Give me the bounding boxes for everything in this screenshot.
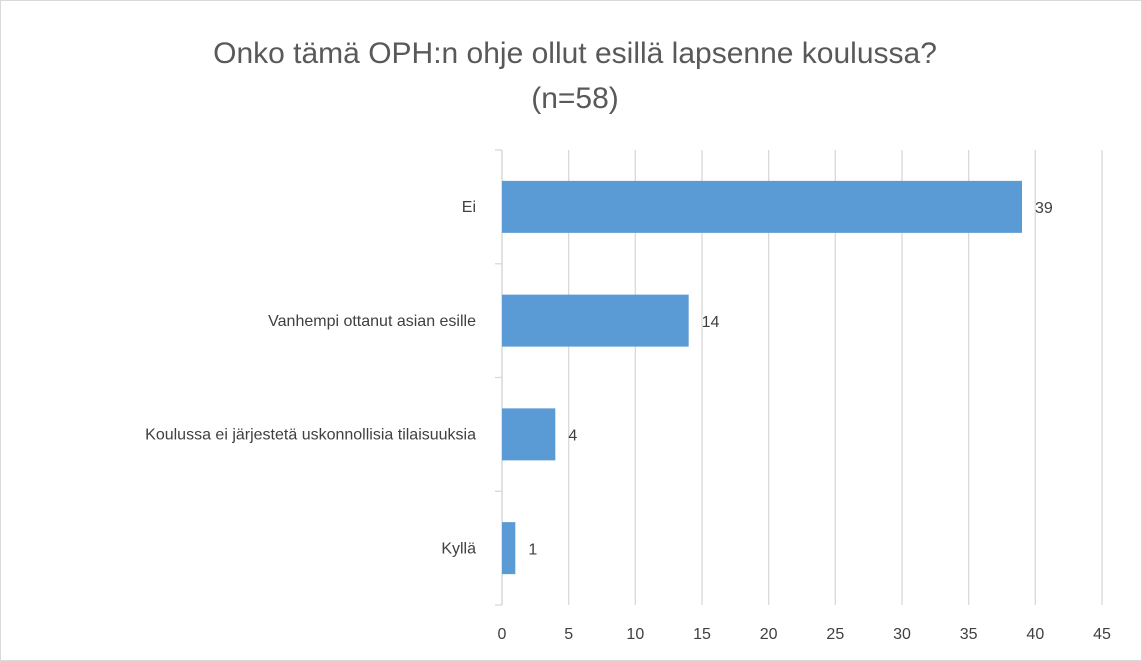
bar	[502, 522, 516, 575]
x-tick-label: 10	[626, 626, 644, 643]
x-tick-label: 25	[826, 626, 844, 643]
x-tick-label: 45	[1093, 626, 1111, 643]
y-tick-label: Ei	[462, 199, 476, 216]
y-tick-label: Vanhempi ottanut asian esille	[268, 313, 476, 330]
bar	[502, 294, 689, 347]
y-tick-label: Kyllä	[441, 540, 476, 557]
x-tick-label: 0	[498, 626, 507, 643]
chart-subtitle: (n=58)	[531, 82, 619, 115]
data-label: 1	[528, 541, 537, 558]
y-tick-label: Koulussa ei järjestetä uskonnollisia til…	[145, 427, 476, 444]
x-tick-label: 30	[893, 626, 911, 643]
x-tick-label: 20	[760, 626, 778, 643]
x-tick-label: 35	[960, 626, 978, 643]
bar	[502, 180, 1022, 233]
x-tick-label: 40	[1026, 626, 1044, 643]
data-label: 4	[568, 428, 577, 445]
data-label: 14	[702, 314, 720, 331]
data-label: 39	[1035, 200, 1053, 217]
chart-title: Onko tämä OPH:n ohje ollut esillä lapsen…	[213, 37, 937, 70]
bar	[502, 408, 556, 461]
x-tick-label: 15	[693, 626, 711, 643]
x-tick-label: 5	[564, 626, 573, 643]
